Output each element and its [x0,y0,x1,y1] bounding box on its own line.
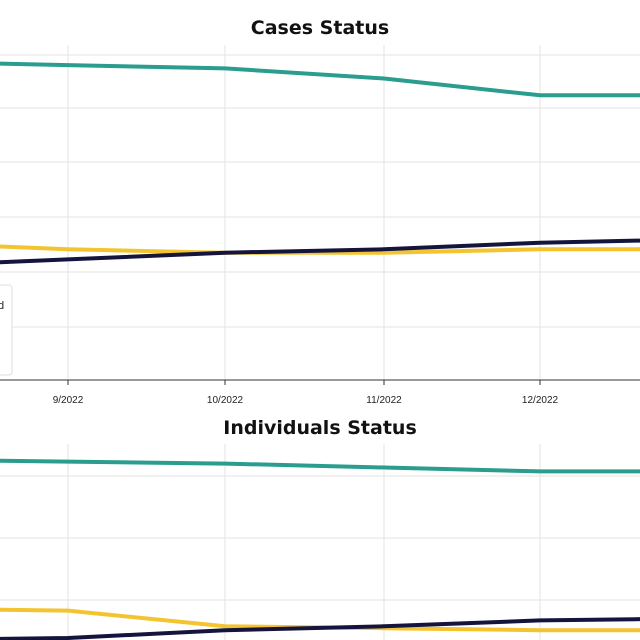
x-tick-label: 10/2022 [207,395,244,406]
series-line-0 [0,458,640,474]
x-tick-label: 11/2022 [366,395,402,406]
legend-box [0,284,13,376]
legend-label: d [0,300,4,312]
chart-title: Individuals Status [223,417,417,439]
chart-title: Cases Status [251,17,389,39]
cases-status-chart: Cases Status 9/2022 10/2022 11/2022 12/2022 d [0,17,640,406]
series-line-2 [0,617,640,640]
series-line-0 [0,61,640,98]
x-tick-label: 12/2022 [522,395,559,406]
individuals-status-chart: Individuals Status [0,417,640,640]
x-tick-label: 9/2022 [53,395,84,406]
series-line-2 [0,238,640,265]
